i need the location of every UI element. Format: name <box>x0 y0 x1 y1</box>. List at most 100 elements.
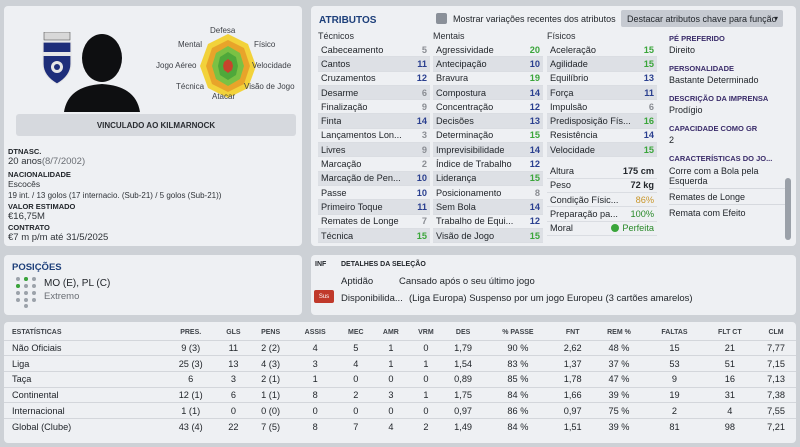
stats-header-cell[interactable]: PRES. <box>180 329 202 337</box>
attribute-row[interactable]: Força 11 <box>547 85 657 101</box>
weight-label: Peso <box>550 180 571 191</box>
attribute-row[interactable]: Antecipação 10 <box>433 57 543 72</box>
attribute-row[interactable]: Primeiro Toque 11 <box>318 200 430 215</box>
morale-value: Perfeita <box>611 223 654 233</box>
attribute-row[interactable]: Agressividade 20 <box>433 43 543 58</box>
attribute-polar-chart <box>200 34 256 98</box>
stats-header-cell[interactable]: MEC <box>348 329 364 337</box>
highlight-key-attributes-button[interactable]: Destacar atributos chave para função ▾ <box>621 10 783 27</box>
match-fitness-row: Preparação pa... 100% <box>547 207 657 222</box>
attribute-row[interactable]: Bravura 19 <box>433 72 543 86</box>
attribute-row[interactable]: Sem Bola 14 <box>433 200 543 215</box>
attribute-row[interactable]: Marcação de Pen... 10 <box>318 171 430 186</box>
attribute-row[interactable]: Cruzamentos 12 <box>318 72 430 86</box>
condition-label: Condição Físic... <box>550 194 619 205</box>
stats-cell: 2 <box>338 386 374 403</box>
attribute-row[interactable]: Finalização 9 <box>318 100 430 115</box>
availability-label: Disponibilida... <box>341 292 403 304</box>
stats-row[interactable]: Não Oficiais 9 (3) 11 2 (2) 4 5 1 0 1,79 90 % 2,62… <box>4 339 796 356</box>
attribute-value: 6 <box>421 87 427 98</box>
attribute-row[interactable]: Concentração 12 <box>433 100 543 115</box>
stats-cell: 12 (1) <box>164 386 218 403</box>
attribute-row[interactable]: Livres 9 <box>318 143 430 158</box>
attribute-row[interactable]: Visão de Jogo 15 <box>433 228 543 244</box>
recent-changes-checkbox[interactable] <box>436 13 447 24</box>
stats-cell: 0 <box>408 402 444 419</box>
stats-cell: 43 (4) <box>164 417 218 435</box>
attribute-value: 3 <box>421 130 427 141</box>
stats-header-cell[interactable]: GLS <box>226 329 241 337</box>
stats-cell: 98 <box>703 417 757 435</box>
attribute-row[interactable]: Liderança 15 <box>433 171 543 186</box>
attribute-row[interactable]: Resistência 14 <box>547 129 657 144</box>
match-fitness-value: 100% <box>630 208 655 219</box>
stats-header-cell[interactable]: ESTATÍSTICAS <box>12 329 62 337</box>
attribute-row[interactable]: Impulsão 6 <box>547 100 657 115</box>
stats-row[interactable]: Continental 12 (1) 6 1 (1) 8 2 3 1 1,75 84 % 1,66 3… <box>4 386 796 403</box>
stats-header-cell[interactable]: REM % <box>607 329 631 337</box>
attribute-row[interactable]: Finta 14 <box>318 114 430 129</box>
stats-header-cell[interactable]: AMR <box>382 329 399 337</box>
stats-cell: 31 <box>703 386 757 403</box>
details-label: DETALHES DA SELEÇÃO <box>341 261 426 268</box>
mental-header: Mentais <box>433 31 465 41</box>
attribute-row[interactable]: Marcação 2 <box>318 157 430 172</box>
contract-banner: VINCULADO AO KILMARNOCK <box>16 114 296 136</box>
attribute-row[interactable]: Técnica 15 <box>318 228 430 244</box>
attribute-value: 12 <box>529 159 540 170</box>
attribute-name: Marcação <box>321 159 362 170</box>
attribute-name: Cruzamentos <box>321 73 376 84</box>
attribute-row[interactable]: Desarme 6 <box>318 85 430 101</box>
stats-cell: 16 <box>703 370 757 388</box>
attribute-row[interactable]: Imprevisibilidade 14 <box>433 143 543 158</box>
stats-header-cell[interactable]: FNT <box>565 329 580 337</box>
technical-column: Técnicos Cabeceamento 5 Cantos 11 Cruzamento… <box>318 31 430 244</box>
stats-header-cell[interactable]: % PASSE <box>502 329 534 337</box>
attribute-name: Marcação de Pen... <box>321 173 401 184</box>
attribute-row[interactable]: Trabalho de Equi... 12 <box>433 215 543 229</box>
attribute-row[interactable]: Aceleração 15 <box>547 43 657 58</box>
attribute-row[interactable]: Posicionamento 8 <box>433 186 543 201</box>
statistics-table: ESTATÍSTICAS PRES. GLS PENS ASSIS MEC AMR VRM DE… <box>4 326 796 435</box>
stats-header-cell[interactable]: FALTAS <box>661 329 688 337</box>
attribute-name: Decisões <box>436 116 474 127</box>
stats-cell: 1 <box>373 339 409 356</box>
traits-scrollbar[interactable] <box>785 178 791 240</box>
attribute-row[interactable]: Passe 10 <box>318 186 430 201</box>
stats-cell: 7,77 <box>756 339 796 356</box>
stats-row[interactable]: Liga 25 (3) 13 4 (3) 3 4 1 1 1,54 83 % 1,37 37 % 53 5… <box>4 355 796 372</box>
physical-column: Físicos Aceleração 15 Agilidade 15 Equilíbri… <box>547 31 657 236</box>
foot-title: PÉ PREFERIDO <box>669 34 725 43</box>
attribute-name: Finta <box>321 116 342 127</box>
stats-header-cell[interactable]: PENS <box>261 329 281 337</box>
stats-header-cell[interactable]: ASSIS <box>304 329 326 337</box>
attribute-row[interactable]: Remates de Longe 7 <box>318 215 430 229</box>
stats-cell: 21 <box>703 339 757 356</box>
attribute-row[interactable]: Índice de Trabalho 12 <box>433 157 543 172</box>
attribute-row[interactable]: Compostura 14 <box>433 85 543 101</box>
attribute-row[interactable]: Cantos 11 <box>318 57 430 72</box>
stats-cell: 8 <box>291 386 339 403</box>
availability-row: Disponibilida... (Liga Europa) Suspenso … <box>341 289 787 307</box>
attribute-row[interactable]: Lançamentos Lon... 3 <box>318 129 430 144</box>
attribute-row[interactable]: Equilíbrio 13 <box>547 72 657 86</box>
attribute-row[interactable]: Cabeceamento 5 <box>318 43 430 58</box>
stats-row[interactable]: Taça 6 3 2 (1) 1 0 0 0 0,89 85 % 1,78 47 % 9 16 7,13 <box>4 370 796 388</box>
attribute-row[interactable]: Decisões 13 <box>433 114 543 129</box>
attribute-value: 14 <box>529 201 540 212</box>
polar-label-velocidade: Velocidade <box>252 61 292 70</box>
attribute-row[interactable]: Velocidade 15 <box>547 143 657 158</box>
stats-header-cell[interactable]: VRM <box>418 329 434 337</box>
stats-row[interactable]: Global (Clube) 43 (4) 22 7 (5) 8 7 4 2 1,49 84 % 1… <box>4 417 796 435</box>
gk-capability-value: 2 <box>669 135 675 145</box>
stats-header-cell[interactable]: DES <box>455 329 471 337</box>
stats-header-cell[interactable]: CLM <box>768 329 784 337</box>
stats-header-cell[interactable]: FLT CT <box>718 329 742 337</box>
attribute-row[interactable]: Agilidade 15 <box>547 57 657 72</box>
stats-row[interactable]: Internacional 1 (1) 0 0 (0) 0 0 0 0 0,97 86 % 0,97… <box>4 402 796 419</box>
attribute-row[interactable]: Determinação 15 <box>433 129 543 144</box>
attribute-value: 15 <box>416 230 427 241</box>
attribute-row[interactable]: Predisposição Fís... 16 <box>547 114 657 129</box>
attribute-name: Técnica <box>321 230 354 241</box>
stats-cell: 1,79 <box>443 339 483 356</box>
